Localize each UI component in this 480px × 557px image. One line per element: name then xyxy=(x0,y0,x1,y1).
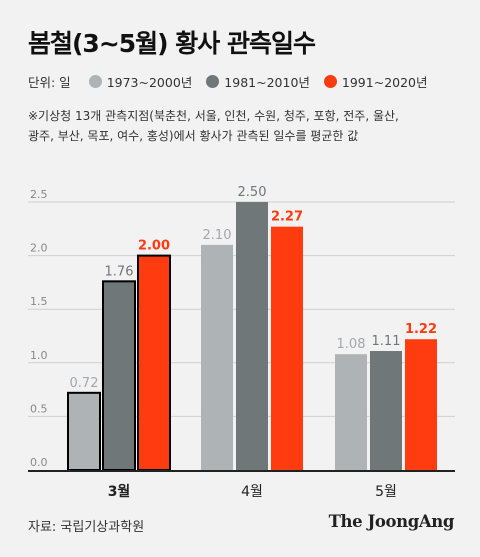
legend-swatch-gray xyxy=(88,75,102,88)
value-labels: 0.72 1.76 2.00 2.10 2.50 2.27 1.08 1.11 1.22 xyxy=(70,185,438,391)
data-label: 2.10 xyxy=(203,228,232,243)
bar xyxy=(102,280,136,471)
data-label: 1.11 xyxy=(372,334,401,349)
legend: 단위: 일 1973~2000년 1981~2010년 1991~2020년 xyxy=(28,72,442,91)
x-axis: 3월 4월 5월 xyxy=(28,470,455,500)
footnote-line: ※기상청 13개 관측지점(북춘천, 서울, 인천, 수원, 청주, 포항, 전… xyxy=(28,109,399,123)
data-label: 1.22 xyxy=(405,322,437,337)
bar xyxy=(370,351,402,470)
data-label: 2.00 xyxy=(138,239,170,254)
y-tick-label: 2.0 xyxy=(30,242,48,255)
bar xyxy=(405,339,437,470)
bars xyxy=(67,202,437,472)
data-label: 0.72 xyxy=(70,376,99,391)
bar xyxy=(271,226,303,470)
chart-title: 봄철(3~5월) 황사 관측일수 xyxy=(28,29,316,58)
x-tick-label: 3월 xyxy=(108,483,131,500)
data-label: 1.76 xyxy=(105,264,134,279)
data-label: 2.27 xyxy=(271,210,303,225)
unit-label: 단위: 일 xyxy=(28,75,71,90)
x-tick-label: 5월 xyxy=(375,484,397,500)
data-label: 1.08 xyxy=(337,337,366,352)
y-tick-label: 0.0 xyxy=(30,456,48,469)
bar xyxy=(137,254,171,471)
footnote-line: 광주, 부산, 목포, 여수, 홍성)에서 황사가 관측된 일수를 평균한 값 xyxy=(28,129,359,143)
legend-item-1991-2020: 1991~2020년 xyxy=(323,72,428,91)
y-tick-label: 1.0 xyxy=(30,349,48,362)
legend-label: 1981~2010년 xyxy=(224,75,310,90)
source-credit: 자료: 국립기상과학원 xyxy=(28,520,145,535)
y-tick-label: 1.5 xyxy=(30,295,48,308)
x-tick-label: 4월 xyxy=(241,484,263,500)
y-tick-label: 0.5 xyxy=(30,402,48,415)
bar xyxy=(201,244,233,470)
footnote: ※기상청 13개 관측지점(북춘천, 서울, 인천, 수원, 청주, 포항, 전… xyxy=(28,106,458,146)
bar xyxy=(335,354,367,470)
legend-item-1973-2000: 1973~2000년 xyxy=(88,72,193,91)
legend-label: 1991~2020년 xyxy=(341,75,428,90)
legend-swatch-dark-gray xyxy=(206,75,220,88)
legend-label: 1973~2000년 xyxy=(106,75,193,90)
legend-swatch-red xyxy=(323,75,337,88)
y-tick-label: 2.5 xyxy=(30,188,48,201)
bar xyxy=(67,391,101,472)
brand-logo: The JoongAng xyxy=(328,512,455,531)
legend-item-1981-2010: 1981~2010년 xyxy=(206,72,310,91)
bar xyxy=(236,202,268,470)
data-label: 2.50 xyxy=(238,185,267,200)
